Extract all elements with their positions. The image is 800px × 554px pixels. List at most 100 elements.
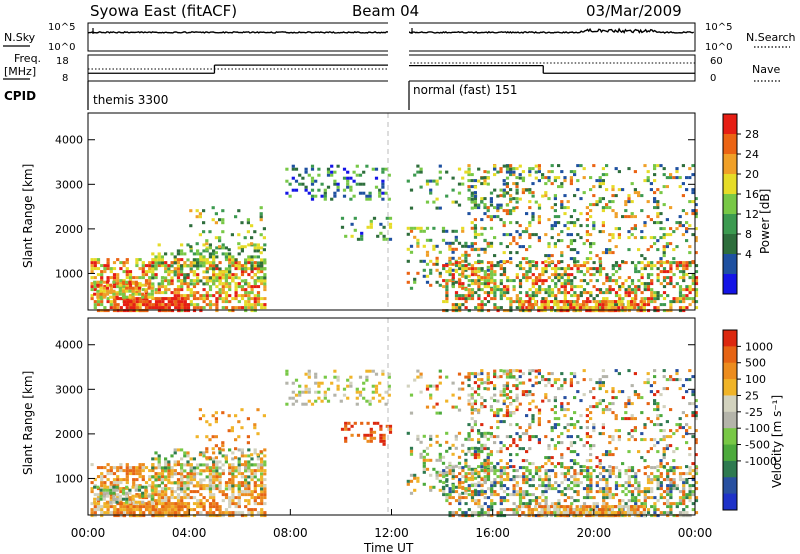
echo-cell [112, 472, 117, 476]
echo-cell [448, 487, 452, 491]
echo-cell [330, 164, 334, 168]
echo-cell [186, 514, 191, 518]
echo-cell [260, 306, 264, 310]
echo-cell [528, 264, 532, 268]
echo-cell [435, 458, 439, 462]
echo-cell [659, 212, 663, 216]
echo-cell [682, 496, 686, 500]
echo-cell [505, 384, 509, 388]
echo-cell [189, 282, 193, 286]
echo-cell [467, 432, 471, 436]
echo-cell [528, 236, 532, 240]
echo-cell [192, 297, 197, 301]
echo-cell [212, 463, 216, 467]
echo-cell [250, 306, 254, 310]
echo-cell [221, 493, 225, 497]
echo-cell [480, 484, 484, 488]
echo-cell [627, 194, 631, 198]
echo-cell [93, 484, 97, 488]
echo-cell [653, 300, 657, 304]
echo-cell [694, 276, 699, 280]
echo-cell [294, 179, 299, 183]
echo-cell [90, 463, 94, 467]
echo-cell [605, 481, 609, 485]
echo-cell [502, 444, 506, 448]
echo-cell [93, 478, 97, 482]
echo-cell [285, 369, 289, 373]
echo-cell [174, 511, 178, 515]
echo-cell [643, 164, 647, 168]
echo-cell [461, 443, 465, 447]
colorbar-tick-label: 16 [745, 188, 759, 201]
echo-cell [167, 481, 171, 485]
echo-cell [650, 294, 654, 298]
echo-cell [116, 466, 120, 470]
echo-cell [617, 227, 621, 231]
echo-cell [96, 505, 101, 509]
echo-cell [119, 502, 123, 506]
echo-cell [138, 493, 142, 497]
echo-cell [685, 176, 689, 180]
echo-cell [666, 511, 670, 515]
echo-cell [656, 309, 660, 313]
echo-cell [260, 508, 264, 512]
echo-cell [589, 472, 593, 476]
echo-cell [202, 221, 206, 225]
echo-cell [231, 493, 235, 497]
echo-cell [237, 285, 241, 289]
echo-cell [180, 303, 184, 307]
echo-cell [559, 300, 563, 304]
echo-cell [563, 466, 567, 470]
echo-cell [192, 457, 196, 461]
echo-cell [637, 505, 641, 509]
echo-cell [409, 473, 414, 477]
echo-cell [525, 306, 529, 310]
echo-cell [112, 488, 116, 492]
echo-cell [234, 496, 238, 500]
echo-cell [682, 487, 686, 491]
echo-cell [180, 249, 184, 253]
echo-cell [566, 478, 571, 482]
echo-cell [196, 463, 200, 467]
echo-cell [614, 481, 619, 485]
echo-cell [499, 475, 503, 479]
echo-cell [550, 291, 555, 295]
echo-cell [176, 291, 181, 295]
echo-cell [413, 173, 417, 177]
echo-cell [515, 511, 519, 515]
echo-cell [630, 496, 635, 500]
echo-cell [614, 300, 618, 304]
echo-cell [464, 479, 468, 483]
echo-cell [569, 306, 573, 310]
echo-cell [369, 225, 373, 229]
echo-cell [180, 502, 184, 506]
echo-cell [138, 276, 142, 280]
echo-cell [694, 197, 698, 201]
noise-right-tick-bottom: 10^0 [705, 42, 732, 53]
echo-cell [125, 286, 129, 290]
echo-cell [244, 481, 248, 485]
echo-cell [109, 267, 113, 271]
echo-cell [93, 514, 97, 518]
echo-cell [451, 514, 455, 518]
echo-cell [106, 276, 110, 280]
echo-cell [458, 478, 462, 482]
echo-cell [598, 197, 602, 201]
echo-cell [131, 295, 135, 299]
echo-cell [250, 514, 254, 518]
echo-cell [388, 225, 393, 229]
echo-cell [344, 424, 348, 428]
echo-cell [624, 472, 628, 476]
echo-cell [691, 493, 695, 497]
echo-cell [109, 283, 113, 287]
echo-cell [353, 421, 357, 425]
echo-cell [573, 469, 577, 473]
echo-cell [509, 414, 513, 418]
echo-cell [366, 225, 370, 229]
echo-cell [164, 463, 168, 467]
echo-cell [547, 481, 551, 485]
echo-cell [566, 429, 570, 433]
echo-cell [285, 167, 289, 171]
echo-cell [173, 294, 177, 298]
echo-cell [116, 469, 120, 473]
